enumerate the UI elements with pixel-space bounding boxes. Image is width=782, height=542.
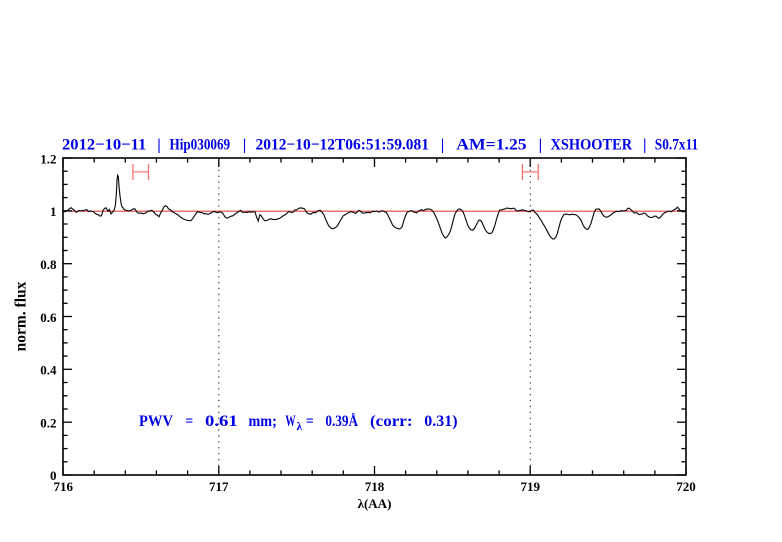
svg-text:|: | bbox=[157, 137, 161, 154]
svg-text:S0.7x11: S0.7x11 bbox=[655, 137, 698, 154]
svg-text:|: | bbox=[643, 137, 647, 154]
svg-text:W: W bbox=[285, 413, 295, 430]
svg-text:(corr:: (corr: bbox=[370, 413, 413, 430]
svg-text:720: 720 bbox=[676, 479, 696, 494]
svg-text:717: 717 bbox=[209, 479, 229, 494]
svg-text:0.2: 0.2 bbox=[40, 415, 56, 430]
svg-text:0.8: 0.8 bbox=[40, 257, 57, 272]
svg-text:=: = bbox=[306, 413, 314, 430]
svg-text:norm. flux: norm. flux bbox=[13, 281, 30, 351]
svg-text:|: | bbox=[539, 137, 543, 154]
svg-text:0.39Å: 0.39Å bbox=[325, 412, 358, 430]
svg-text:PWV: PWV bbox=[139, 413, 173, 430]
svg-text:Hip030069: Hip030069 bbox=[170, 137, 231, 154]
svg-text:AM=1.25: AM=1.25 bbox=[456, 137, 526, 154]
svg-text:|: | bbox=[243, 137, 247, 154]
svg-text:|: | bbox=[441, 137, 445, 154]
svg-text:0.31): 0.31) bbox=[424, 413, 457, 430]
svg-text:λ(AA): λ(AA) bbox=[358, 496, 392, 511]
svg-text:0.4: 0.4 bbox=[40, 363, 57, 378]
svg-text:0.61: 0.61 bbox=[205, 413, 238, 430]
svg-text:2012−10−11: 2012−10−11 bbox=[62, 137, 146, 154]
svg-text:1.2: 1.2 bbox=[40, 151, 56, 166]
svg-text:0.6: 0.6 bbox=[40, 310, 57, 325]
svg-text:mm;: mm; bbox=[249, 413, 277, 430]
svg-text:0: 0 bbox=[50, 468, 57, 483]
svg-text:719: 719 bbox=[521, 479, 541, 494]
svg-text:λ: λ bbox=[297, 421, 303, 433]
svg-text:2012−10−12T06:51:59.081: 2012−10−12T06:51:59.081 bbox=[256, 137, 430, 154]
svg-text:XSHOOTER: XSHOOTER bbox=[551, 137, 633, 154]
svg-text:718: 718 bbox=[365, 479, 385, 494]
svg-text:1: 1 bbox=[50, 204, 57, 219]
svg-text:=: = bbox=[185, 413, 193, 430]
svg-text:716: 716 bbox=[53, 479, 73, 494]
